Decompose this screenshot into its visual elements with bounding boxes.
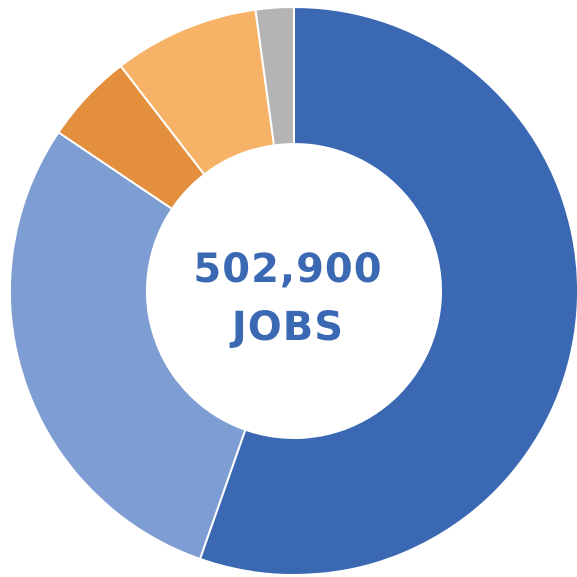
total-jobs-value: 502,900	[193, 246, 383, 292]
donut-slice-5	[254, 5, 295, 147]
center-label: 502,900 JOBS	[148, 240, 428, 356]
total-jobs-unit: JOBS	[231, 304, 345, 350]
donut-slice-1	[198, 5, 577, 576]
donut-slice-2	[9, 130, 247, 561]
